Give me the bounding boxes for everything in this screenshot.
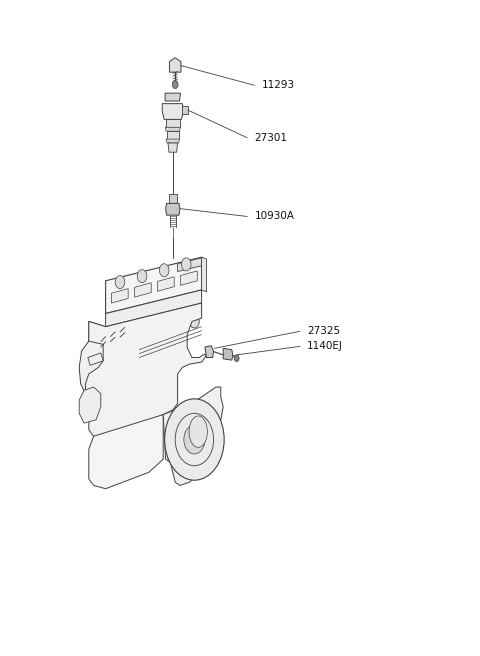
Ellipse shape (120, 345, 129, 353)
Ellipse shape (122, 325, 132, 335)
Polygon shape (166, 139, 180, 143)
Polygon shape (106, 290, 202, 327)
Polygon shape (163, 387, 223, 485)
Polygon shape (85, 303, 206, 440)
Circle shape (165, 399, 224, 480)
Polygon shape (167, 131, 179, 139)
Polygon shape (168, 143, 178, 152)
Polygon shape (111, 289, 128, 303)
Circle shape (234, 355, 239, 361)
Ellipse shape (90, 455, 99, 471)
Circle shape (159, 264, 169, 277)
Circle shape (180, 308, 190, 321)
Polygon shape (88, 353, 103, 365)
Ellipse shape (84, 392, 94, 408)
Text: 10930A: 10930A (254, 211, 294, 222)
Text: 1140EJ: 1140EJ (307, 341, 343, 352)
Polygon shape (205, 346, 214, 358)
Polygon shape (162, 104, 183, 119)
Polygon shape (202, 257, 206, 292)
Ellipse shape (189, 416, 207, 447)
Polygon shape (106, 257, 202, 314)
Circle shape (184, 425, 205, 454)
Ellipse shape (112, 329, 123, 340)
Text: 11293: 11293 (262, 80, 295, 91)
Circle shape (115, 276, 125, 289)
Polygon shape (79, 387, 101, 423)
Polygon shape (182, 106, 188, 114)
Circle shape (183, 108, 187, 113)
Polygon shape (178, 258, 202, 272)
Polygon shape (165, 127, 180, 131)
Circle shape (181, 258, 191, 271)
Polygon shape (89, 415, 163, 489)
Polygon shape (180, 271, 197, 285)
Polygon shape (169, 58, 181, 72)
Polygon shape (134, 283, 151, 297)
Circle shape (137, 270, 147, 283)
Polygon shape (165, 93, 180, 101)
Polygon shape (169, 194, 177, 203)
Circle shape (190, 315, 199, 328)
Ellipse shape (131, 340, 140, 348)
Text: 27325: 27325 (307, 326, 340, 337)
Ellipse shape (110, 350, 119, 358)
Ellipse shape (99, 356, 108, 363)
Circle shape (172, 81, 178, 89)
Ellipse shape (103, 334, 113, 344)
Ellipse shape (93, 339, 104, 350)
Polygon shape (223, 348, 233, 360)
Polygon shape (166, 203, 180, 215)
Polygon shape (157, 277, 174, 291)
Polygon shape (166, 119, 180, 127)
Polygon shape (185, 462, 202, 472)
Polygon shape (79, 321, 110, 397)
Text: 27301: 27301 (254, 133, 288, 143)
